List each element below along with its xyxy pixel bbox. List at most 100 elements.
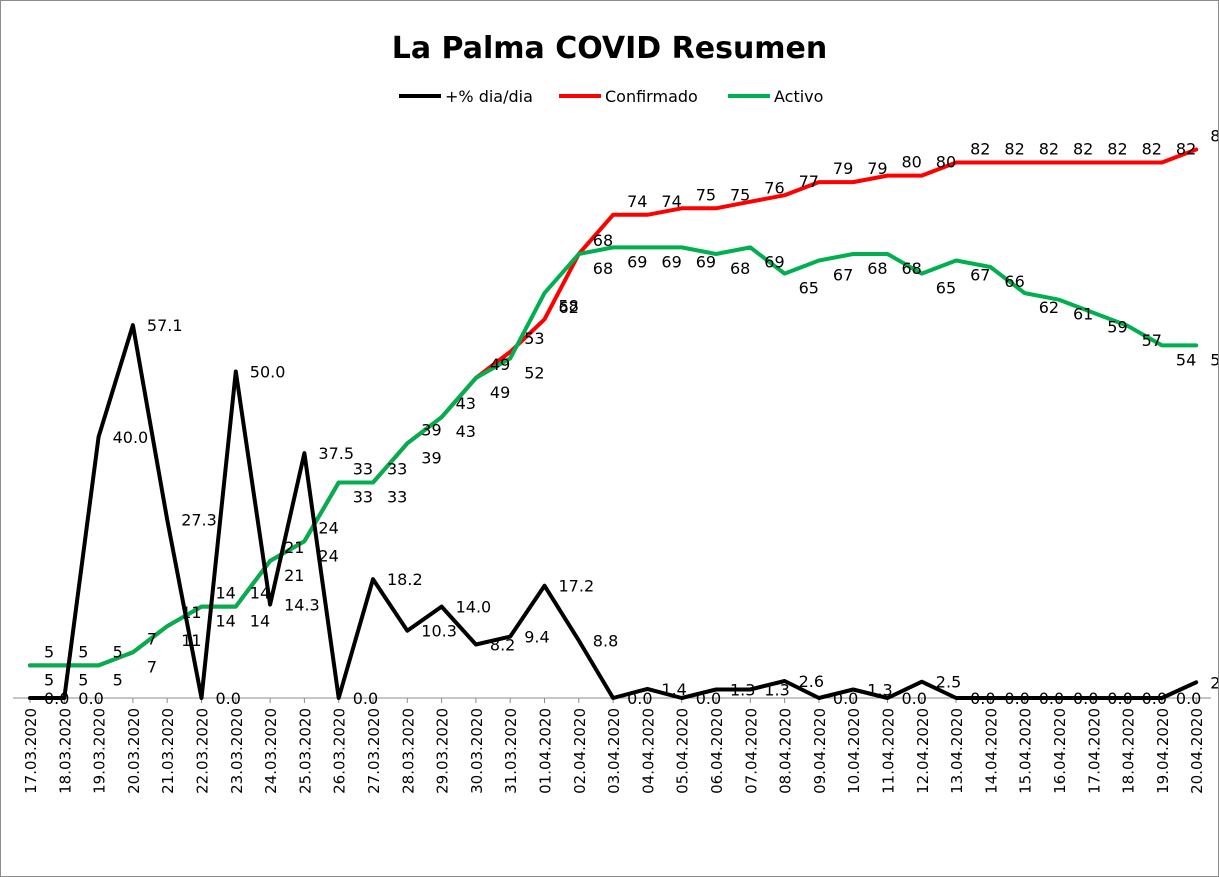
data-label-series-0: 17.2 (559, 577, 595, 596)
data-label-series-2: 14 (250, 612, 270, 631)
data-label-series-1: 33 (353, 460, 373, 479)
data-label-series-1: 74 (661, 192, 681, 211)
data-label-series-2: 62 (1039, 298, 1059, 317)
data-label-series-2: 67 (970, 265, 990, 284)
data-label-series-2: 67 (833, 265, 853, 284)
x-tick-label: 10.04.2020 (845, 708, 863, 794)
data-label-series-2: 65 (799, 279, 819, 298)
data-label-series-1: 58 (559, 296, 579, 315)
data-label-series-0: 0.0 (216, 689, 241, 708)
legend-item-activo: Activo (728, 87, 823, 106)
data-label-series-0: 27.3 (181, 511, 217, 530)
x-tick-label: 11.04.2020 (880, 708, 898, 794)
series-line-1 (28, 147, 1199, 668)
data-label-series-2: 54 (1176, 350, 1196, 369)
data-label-series-2: 7 (147, 657, 157, 676)
x-tick-label: 30.03.2020 (468, 708, 486, 794)
x-tick-label: 13.04.2020 (948, 708, 966, 794)
data-label-series-0: 0.0 (78, 689, 103, 708)
data-label-series-0: 0.0 (353, 689, 378, 708)
data-label-series-1: 5 (113, 642, 123, 661)
data-label-series-0: 1.4 (661, 680, 686, 699)
data-label-series-0: 0.0 (44, 689, 69, 708)
data-label-series-2: 5 (78, 670, 88, 689)
data-label-series-0: 0.0 (1004, 689, 1029, 708)
data-label-series-0: 10.3 (421, 622, 457, 641)
x-tick-label: 23.03.2020 (228, 708, 246, 794)
data-label-series-1: 7 (147, 629, 157, 648)
data-label-series-1: 21 (284, 538, 304, 557)
x-tick-label: 20.04.2020 (1188, 708, 1206, 794)
data-label-series-1: 49 (490, 355, 510, 374)
data-label-series-2: 33 (353, 488, 373, 507)
x-tick-label: 19.03.2020 (91, 708, 109, 794)
data-label-series-2: 24 (318, 546, 338, 565)
data-label-series-1: 43 (456, 394, 476, 413)
x-tick-label: 31.03.2020 (502, 708, 520, 794)
data-label-series-2: 65 (936, 279, 956, 298)
data-label-series-1: 82 (970, 140, 990, 159)
legend-label-daily-change: +% dia/dia (445, 87, 533, 106)
data-label-series-2: 68 (902, 259, 922, 278)
data-label-series-1: 5 (78, 642, 88, 661)
data-label-series-0: 40.0 (113, 428, 149, 447)
data-label-series-2: 61 (1073, 305, 1093, 324)
data-label-series-0: 0.0 (833, 689, 858, 708)
data-label-series-0: 9.4 (524, 628, 549, 647)
data-label-series-0: 0.0 (627, 689, 652, 708)
data-label-series-0: 0.0 (1176, 689, 1201, 708)
data-label-series-0: 2.4 (1210, 673, 1218, 692)
data-label-series-0: 0.0 (1142, 689, 1167, 708)
x-tick-label: 02.04.2020 (571, 708, 589, 794)
data-label-series-1: 76 (764, 179, 784, 198)
data-label-series-0: 0.0 (1073, 689, 1098, 708)
data-label-series-1: 82 (1107, 140, 1127, 159)
data-label-series-2: 21 (284, 566, 304, 585)
data-label-series-2: 69 (764, 252, 784, 271)
data-label-series-1: 80 (902, 153, 922, 172)
x-tick-label: 06.04.2020 (708, 708, 726, 794)
data-label-series-2: 5 (113, 670, 123, 689)
data-label-series-2: 52 (524, 363, 544, 382)
data-label-series-1: 53 (524, 329, 544, 348)
data-label-series-0: 0.0 (696, 689, 721, 708)
x-tick-label: 28.03.2020 (399, 708, 417, 794)
data-label-series-1: 77 (799, 172, 819, 191)
data-label-series-0: 0.0 (970, 689, 995, 708)
data-label-series-2: 54 (1210, 350, 1218, 369)
data-label-series-2: 5 (44, 670, 54, 689)
data-label-series-1: 79 (833, 159, 853, 178)
x-tick-label: 24.03.2020 (262, 708, 280, 794)
x-tick-label: 20.03.2020 (125, 708, 143, 794)
data-label-series-0: 18.2 (387, 570, 423, 589)
data-label-series-1: 68 (593, 231, 613, 250)
data-label-series-0: 14.3 (284, 596, 320, 615)
data-label-series-2: 39 (421, 448, 441, 467)
legend-swatch-confirmado (559, 93, 601, 98)
x-tick-label: 27.03.2020 (365, 708, 383, 794)
data-label-series-2: 68 (867, 259, 887, 278)
data-label-series-2: 33 (387, 488, 407, 507)
x-tick-label: 03.04.2020 (605, 708, 623, 794)
data-label-series-1: 82 (1176, 140, 1196, 159)
data-label-series-1: 5 (44, 642, 54, 661)
data-label-series-1: 75 (730, 185, 750, 204)
data-label-series-2: 69 (661, 252, 681, 271)
data-label-series-2: 43 (456, 422, 476, 441)
data-label-series-2: 68 (730, 259, 750, 278)
x-tick-label: 08.04.2020 (777, 708, 795, 794)
x-tick-label: 16.04.2020 (1051, 708, 1069, 794)
data-label-series-0: 0.0 (1039, 689, 1064, 708)
data-label-series-1: 14 (216, 584, 236, 603)
data-label-series-1: 79 (867, 159, 887, 178)
legend-label-activo: Activo (774, 87, 824, 106)
x-tick-label: 18.04.2020 (1120, 708, 1138, 794)
x-tick-label: 05.04.2020 (674, 708, 692, 794)
data-label-series-2: 62 (559, 298, 579, 317)
x-tick-label: 17.04.2020 (1085, 708, 1103, 794)
data-label-series-1: 82 (1142, 140, 1162, 159)
data-label-series-0: 57.1 (147, 316, 183, 335)
data-label-series-1: 82 (1039, 140, 1059, 159)
series-line-0 (28, 323, 1199, 700)
